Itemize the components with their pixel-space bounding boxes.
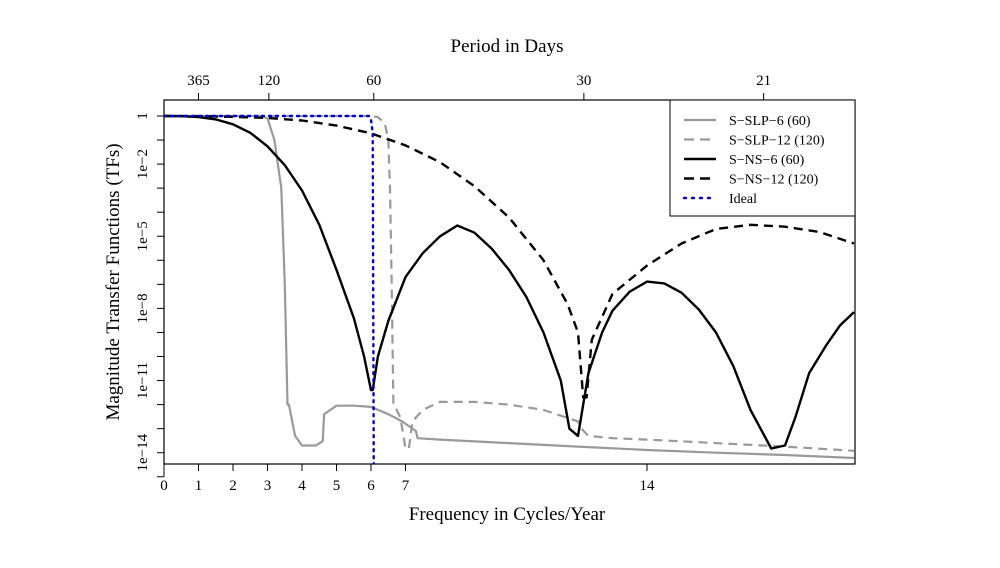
top-tick-label: 21: [756, 73, 771, 89]
series-line-1: [164, 114, 855, 460]
y-axis-title: Magnitude Transfer Functions (TFs): [103, 143, 124, 420]
x-axis-title: Frequency in Cycles/Year: [409, 504, 606, 525]
x-tick-label: 1: [195, 478, 203, 494]
legend-label: S−NS−6 (60): [729, 153, 805, 168]
y-tick-label: 1e−11: [135, 362, 151, 399]
legend-label: S−NS−12 (120): [729, 173, 819, 188]
series-line-2: [164, 114, 855, 452]
top-tick-label: 365: [187, 73, 210, 89]
x-axis: 0 1 2 3 4 5 6 7 14: [160, 463, 656, 494]
y-axis: 1 1e−2 1e−5 1e−8 1e−11 1e−14: [135, 112, 165, 478]
y-tick-label: 1e−14: [135, 433, 151, 471]
top-tick-label: 120: [258, 73, 281, 89]
x-tick-label: 7: [402, 478, 410, 494]
top-tick-label: 60: [366, 73, 381, 89]
y-tick-label: 1: [135, 112, 151, 120]
x-tick-label: 0: [160, 478, 168, 494]
x-tick-label: 3: [264, 478, 272, 494]
series-line-5: [164, 114, 375, 464]
series-line-4: [164, 114, 855, 399]
y-tick-label: 1e−2: [135, 149, 151, 179]
legend-label: S−SLP−6 (60): [729, 114, 811, 129]
x-tick-label: 2: [229, 478, 237, 494]
legend-label: S−SLP−12 (120): [729, 134, 825, 149]
x-tick-label: 4: [298, 478, 306, 494]
x-tick-label: 5: [333, 478, 341, 494]
top-period-axis: 365 120 60 30 21: [187, 73, 771, 101]
legend-label: Ideal: [729, 192, 757, 207]
legend: S−SLP−6 (60) S−SLP−12 (120) S−NS−6 (60) S−N…: [669, 99, 856, 217]
series-layer: [164, 114, 855, 464]
top-tick-label: 30: [576, 73, 591, 89]
x-tick-label: 14: [640, 478, 656, 494]
series-line-3: [164, 114, 855, 450]
y-tick-label: 1e−8: [135, 293, 151, 323]
y-tick-label: 1e−5: [135, 221, 151, 251]
top-axis-title: Period in Days: [451, 36, 564, 57]
x-tick-label: 6: [367, 478, 375, 494]
